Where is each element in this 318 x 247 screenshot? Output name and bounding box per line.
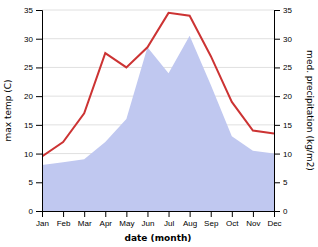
tick: 15 — [274, 121, 292, 130]
tick: 10 — [274, 150, 292, 159]
tick: Dec — [267, 211, 281, 228]
tick-mark — [36, 10, 42, 11]
tick: 35 — [24, 6, 42, 15]
tick-label: 15 — [24, 121, 33, 130]
tick: Mar — [78, 211, 92, 228]
tick: 5 — [29, 178, 42, 187]
tick-mark — [105, 211, 106, 217]
tick-label: 10 — [24, 150, 33, 159]
axis-line — [275, 11, 281, 212]
tick-mark — [84, 211, 85, 217]
tick-mark — [36, 67, 42, 68]
tick: Oct — [226, 211, 239, 228]
marks — [42, 13, 274, 211]
tick-label: 5 — [29, 178, 34, 187]
tick-label: 0 — [29, 207, 34, 216]
axis-line — [43, 212, 275, 218]
tick: Aug — [183, 211, 197, 228]
tick-mark — [147, 211, 148, 217]
x-axis: Jan Feb Mar Apr May Jun Jul Aug Sep Oct Nov Dec — [36, 211, 282, 228]
tick-mark — [274, 10, 280, 11]
tick-label: 20 — [283, 92, 292, 101]
tick-mark — [274, 96, 280, 97]
tick-mark — [274, 67, 280, 68]
tick-mark — [36, 182, 42, 183]
tick: 20 — [274, 92, 292, 101]
tick: Jun — [142, 211, 155, 228]
tick-label: Sep — [204, 219, 219, 228]
tick: 25 — [24, 63, 42, 72]
tick-mark — [274, 125, 280, 126]
tick: 30 — [24, 35, 42, 44]
tick-mark — [190, 211, 191, 217]
temperature-line — [42, 13, 274, 157]
tick-label: Aug — [183, 219, 197, 228]
tick-label: Apr — [100, 219, 113, 228]
tick-label: 25 — [24, 63, 33, 72]
tick-label: Jul — [164, 219, 174, 228]
grid — [42, 10, 274, 211]
tick-mark — [274, 154, 280, 155]
tick: Jan — [36, 211, 49, 228]
tick-label: 15 — [283, 121, 292, 130]
tick: 30 — [274, 35, 292, 44]
tick-mark — [232, 211, 233, 217]
tick-mark — [169, 211, 170, 217]
tick-mark — [36, 125, 42, 126]
tick-mark — [126, 211, 127, 217]
tick: 15 — [24, 121, 42, 130]
y-axis-title: max temp (C) — [3, 79, 13, 141]
tick-mark — [211, 211, 212, 217]
tick: Jul — [164, 211, 174, 228]
tick: 35 — [274, 6, 292, 15]
axis-line — [36, 11, 43, 212]
tick: 10 — [24, 150, 42, 159]
tick: Feb — [57, 211, 71, 228]
grid-line — [42, 10, 274, 11]
tick-label: Mar — [78, 219, 92, 228]
tick-mark — [63, 211, 64, 217]
tick-label: 35 — [283, 6, 292, 15]
tick-label: 0 — [283, 207, 288, 216]
chart: JanFebMarAprMayJunJulAugSepOctNovDec0510… — [0, 0, 318, 247]
tick-label: Nov — [246, 219, 260, 228]
tick-mark — [274, 39, 280, 40]
tick-label: Oct — [226, 219, 239, 228]
plot-area: JanFebMarAprMayJunJulAugSepOctNovDec0510… — [24, 6, 292, 228]
tick: 5 — [274, 178, 288, 187]
tick-label: May — [119, 219, 134, 228]
tick-label: Dec — [267, 219, 281, 228]
tick-mark — [36, 211, 42, 212]
tick: May — [119, 211, 134, 228]
tick-label: 25 — [283, 63, 292, 72]
tick-label: 35 — [24, 6, 33, 15]
grid-line — [42, 38, 274, 39]
tick-label: 10 — [283, 150, 292, 159]
y2-axis-title: med. precipitation (kg/m2) — [305, 50, 315, 171]
tick-mark — [36, 96, 42, 97]
tick: 0 — [274, 207, 288, 216]
x-axis-title: date (month) — [125, 233, 192, 243]
tick: Nov — [246, 211, 260, 228]
tick-label: Jan — [36, 219, 49, 228]
tick: Sep — [204, 211, 219, 228]
tick: 0 — [29, 207, 42, 216]
tick-mark — [274, 211, 280, 212]
tick-label: 30 — [283, 35, 292, 44]
tick-mark — [253, 211, 254, 217]
tick-label: 20 — [24, 92, 33, 101]
tick-label: Jun — [142, 219, 155, 228]
tick-label: 30 — [24, 35, 33, 44]
tick: Apr — [100, 211, 113, 228]
y2-axis: 0 5 10 15 20 25 30 35 — [274, 6, 292, 216]
y-axis: 0 5 10 15 20 25 30 35 — [24, 6, 42, 216]
tick-mark — [274, 182, 280, 183]
tick: 20 — [24, 92, 42, 101]
tick-mark — [36, 154, 42, 155]
tick-mark — [36, 39, 42, 40]
tick-label: Feb — [57, 219, 71, 228]
tick: 25 — [274, 63, 292, 72]
tick-label: 5 — [283, 178, 288, 187]
